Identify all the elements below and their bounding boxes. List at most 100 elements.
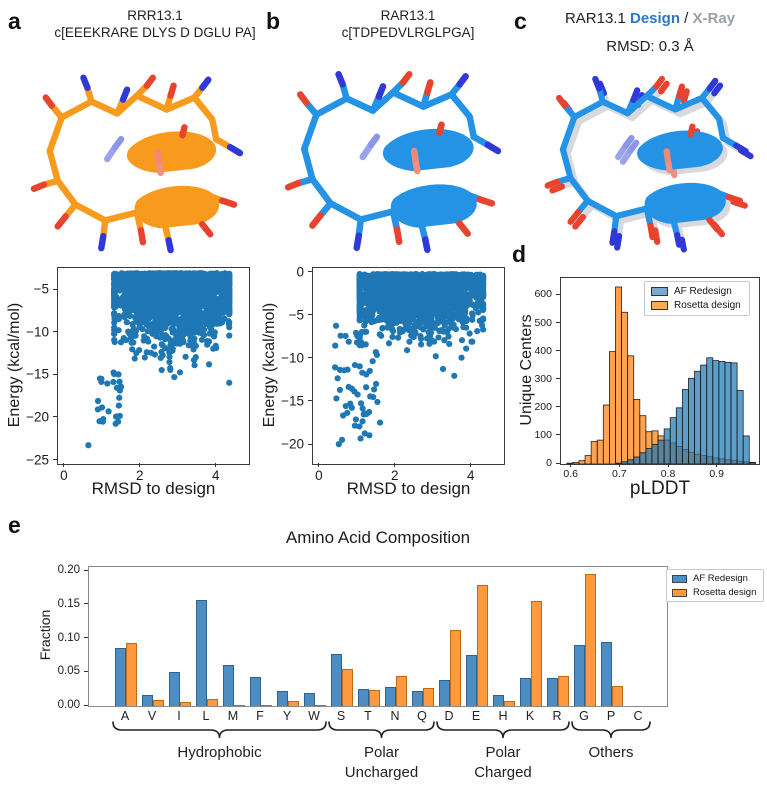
y-tick-label: −15 (26, 366, 49, 382)
category-label: M (227, 709, 239, 723)
panel-letter-c: c (514, 8, 527, 34)
x-tick-label: 0 (315, 468, 323, 483)
bar-T-af (358, 689, 369, 706)
bar-K-af (520, 678, 531, 706)
legend-swatch-orange (672, 588, 687, 597)
bar-D-rosetta (450, 630, 461, 706)
category-label: R (552, 709, 562, 723)
panel-c-design-label: Design (629, 10, 680, 27)
legend-label: AF Redesign (693, 573, 748, 584)
panel-c-slash: / (684, 10, 689, 27)
bar-A-af (115, 648, 126, 706)
y-tick-mark (556, 406, 560, 408)
bar-F-rosetta (261, 705, 272, 706)
bar-I-af (169, 672, 180, 706)
bar-V-rosetta (153, 700, 164, 706)
legend-label: Rosetta design (693, 587, 757, 598)
y-tick-label: −10 (281, 350, 304, 366)
category-label: S (336, 709, 346, 723)
y-tick-label: 0.05 (57, 665, 80, 678)
barchart-legend: AF Redesign Rosetta design (666, 569, 765, 602)
brace-3 (571, 721, 651, 739)
category-label: E (471, 709, 481, 723)
bar-Q-rosetta (423, 688, 434, 706)
scatter-a-canvas (58, 268, 249, 464)
x-tick-mark (716, 463, 718, 467)
legend-swatch-orange (651, 301, 668, 310)
x-tick-label: 0.7 (612, 468, 627, 480)
y-tick-mark (84, 637, 88, 639)
panel-letter-d: d (512, 241, 527, 267)
y-tick-label: −5 (288, 307, 304, 323)
category-label: I (177, 709, 181, 723)
y-tick-label: 0.15 (57, 597, 80, 610)
y-tick-mark (53, 416, 57, 418)
panel-a-sequence: c[EEEKRARE DLYS D DGLU PA] (54, 24, 256, 40)
x-tick-mark (394, 463, 396, 467)
panel-a-title: RRR13.1 c[EEEKRARE DLYS D DGLU PA] (45, 8, 265, 42)
x-tick-mark (470, 463, 472, 467)
y-tick-mark (556, 434, 560, 436)
bar-M-af (223, 665, 234, 706)
x-tick-mark (570, 463, 572, 467)
y-tick-label: 0 (546, 457, 552, 469)
x-tick-label: 2 (136, 468, 144, 483)
legend-swatch-blue (672, 574, 687, 583)
scatter-b-canvas (313, 268, 504, 464)
y-tick-mark (308, 400, 312, 402)
x-tick-label: 2 (391, 468, 399, 483)
y-tick-label: −25 (26, 452, 49, 468)
bar-N-rosetta (396, 676, 407, 706)
y-tick-label: −10 (26, 324, 49, 340)
y-tick-mark (556, 378, 560, 380)
category-label: A (120, 709, 130, 723)
bar-Y-rosetta (288, 701, 299, 706)
bar-E-rosetta (477, 585, 488, 706)
y-tick-mark (556, 322, 560, 324)
category-label: V (147, 709, 157, 723)
y-tick-mark (53, 373, 57, 375)
legend-item-rosetta-design: Rosetta design (672, 587, 756, 598)
panel-c-title: RAR13.1 Design / X-Ray (535, 10, 765, 27)
panel-b-title: RAR13.1 c[TDPEDVLRGLPGA] (298, 8, 518, 42)
bar-Y-af (277, 691, 288, 706)
panel-b-name: RAR13.1 (380, 8, 436, 23)
bar-G-rosetta (585, 574, 596, 706)
y-tick-mark (84, 603, 88, 605)
structure-a-orange (12, 56, 250, 264)
panel-c-name: RAR13.1 (564, 10, 626, 27)
bar-I-rosetta (180, 702, 191, 706)
category-label: D (444, 709, 454, 723)
category-label: Q (417, 709, 427, 723)
bar-R-rosetta (558, 676, 569, 706)
bar-E-af (466, 655, 477, 706)
y-tick-mark (84, 670, 88, 672)
category-label: N (390, 709, 400, 723)
x-tick-label: 0.8 (660, 468, 676, 480)
brace-1 (328, 721, 435, 739)
y-tick-label: 0.00 (57, 699, 80, 711)
category-label: L (202, 709, 210, 723)
y-tick-label: 500 (534, 316, 552, 329)
x-tick-label: 4 (211, 468, 220, 483)
x-tick-label: 0.9 (709, 468, 724, 480)
y-tick-mark (84, 704, 88, 706)
bar-L-af (196, 600, 207, 706)
x-tick-mark (139, 463, 141, 467)
x-tick-label: 4 (466, 468, 475, 483)
y-tick-mark (53, 288, 57, 290)
y-tick-label: −5 (33, 281, 49, 297)
y-tick-mark (556, 293, 560, 295)
brace-0 (112, 721, 327, 739)
category-label: C (633, 709, 643, 723)
x-tick-label: 0.6 (563, 468, 578, 480)
scatter-plot-b (312, 267, 505, 465)
y-tick-label: −20 (281, 436, 304, 452)
category-label: K (525, 709, 535, 723)
y-tick-label: −20 (26, 409, 49, 425)
bar-W-rosetta (315, 705, 326, 706)
bar-V-af (142, 695, 153, 706)
histogram-legend: AF Redesign Rosetta design (644, 281, 750, 316)
bar-K-rosetta (531, 601, 542, 706)
